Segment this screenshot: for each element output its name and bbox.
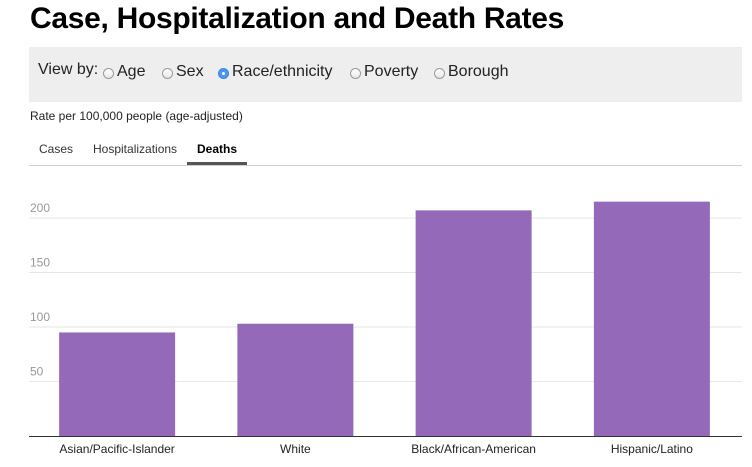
radio-age-label: Age — [117, 63, 146, 80]
radio-poverty[interactable]: Poverty — [350, 63, 418, 81]
view-by-panel: View by: Age Sex Race/ethnicity Poverty … — [29, 47, 742, 102]
bar-0[interactable] — [59, 332, 176, 436]
tab-cases[interactable]: Cases — [39, 142, 74, 156]
radio-race-ethnicity-circle[interactable] — [218, 68, 229, 79]
radio-sex-circle[interactable] — [162, 68, 173, 79]
bar-2[interactable] — [415, 210, 532, 436]
radio-borough-label: Borough — [448, 63, 509, 80]
radio-sex[interactable]: Sex — [162, 63, 204, 81]
radio-poverty-circle[interactable] — [350, 68, 361, 79]
radio-age-circle[interactable] — [103, 68, 114, 79]
y-tick-label: 200 — [30, 201, 50, 215]
x-category-label: Black/African-American — [411, 442, 536, 456]
tab-deaths[interactable]: Deaths — [197, 142, 238, 156]
radio-borough[interactable]: Borough — [434, 63, 509, 81]
radio-race-ethnicity-label: Race/ethnicity — [232, 63, 333, 80]
radio-age[interactable]: Age — [103, 63, 145, 81]
tab-bar: Cases Hospitalizations Deaths — [29, 138, 742, 166]
tab-hospitalizations[interactable]: Hospitalizations — [93, 142, 178, 156]
tab-active-indicator — [187, 162, 247, 165]
y-tick-label: 100 — [30, 310, 50, 324]
rate-note: Rate per 100,000 people (age-adjusted) — [30, 109, 243, 123]
bar-1[interactable] — [237, 323, 354, 436]
x-category-label: Asian/Pacific-Islander — [59, 442, 174, 456]
y-tick-label: 50 — [30, 365, 44, 379]
y-tick-label: 150 — [30, 256, 50, 270]
radio-sex-label: Sex — [176, 63, 204, 80]
radio-poverty-label: Poverty — [364, 63, 419, 80]
bar-3[interactable] — [593, 201, 710, 436]
x-category-label: Hispanic/Latino — [611, 442, 693, 456]
deaths-bar-chart: 50 100 150 200 Asian/Pacific-Islander White Bl… — [29, 201, 742, 456]
x-category-label: White — [280, 442, 311, 456]
radio-race-ethnicity[interactable]: Race/ethnicity — [218, 63, 333, 81]
radio-borough-circle[interactable] — [434, 68, 445, 79]
view-by-label: View by: — [38, 61, 99, 78]
page-title: Case, Hospitalization and Death Rates — [30, 2, 565, 35]
